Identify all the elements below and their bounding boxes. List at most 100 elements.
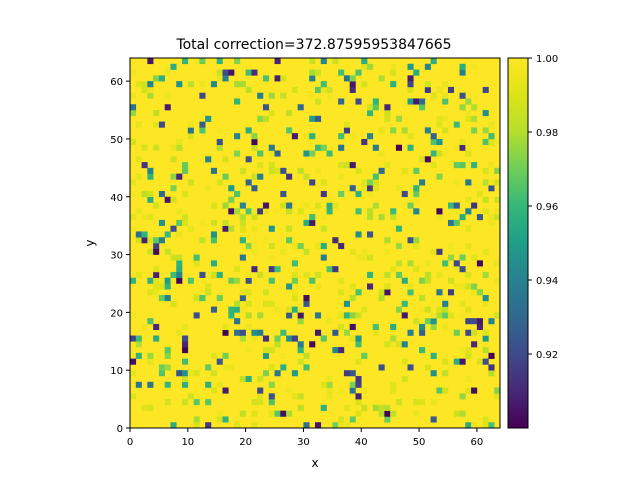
heatmap-cell <box>338 69 345 76</box>
heatmap-cell <box>147 92 154 99</box>
heatmap-cell <box>367 231 374 238</box>
heatmap-cell <box>465 243 472 250</box>
heatmap-cell <box>199 121 206 128</box>
heatmap-cell <box>182 190 189 198</box>
heatmap-cell <box>228 69 235 76</box>
heatmap-cell <box>309 133 316 140</box>
heatmap-cell <box>210 387 218 394</box>
heatmap-cell <box>222 75 229 82</box>
heatmap-cell <box>378 150 385 157</box>
heatmap-cell <box>419 277 426 284</box>
heatmap-cell <box>239 225 246 232</box>
heatmap-cell <box>286 312 293 319</box>
heatmap-cell <box>222 202 229 209</box>
heatmap-cell <box>158 283 165 290</box>
heatmap-cell <box>182 375 189 383</box>
heatmap-cell <box>130 69 137 76</box>
heatmap-cell <box>459 63 466 70</box>
heatmap-cell <box>251 243 258 250</box>
heatmap-cell <box>239 202 246 209</box>
heatmap-cell <box>494 179 501 186</box>
heatmap-cell <box>413 410 420 417</box>
heatmap-cell <box>130 138 137 146</box>
heatmap-cell <box>153 323 160 331</box>
heatmap-cell <box>430 416 437 423</box>
heatmap-cell <box>320 243 327 250</box>
heatmap-cell <box>459 254 466 261</box>
heatmap-cell <box>459 92 466 99</box>
heatmap-cell <box>257 399 264 406</box>
heatmap-cell <box>430 133 437 140</box>
heatmap-cell <box>309 179 316 186</box>
heatmap-cell <box>245 300 252 307</box>
heatmap-cell <box>436 387 443 394</box>
heatmap-cell <box>170 63 177 70</box>
heatmap-cell <box>153 237 160 244</box>
heatmap-cell <box>239 306 246 313</box>
heatmap-cell <box>286 237 293 244</box>
heatmap-cell <box>216 410 223 417</box>
heatmap-cell <box>424 81 431 88</box>
heatmap-cell <box>338 323 345 331</box>
heatmap-cell <box>234 190 241 198</box>
heatmap-cell <box>164 63 171 70</box>
heatmap-cell <box>459 144 466 151</box>
heatmap-cell <box>320 190 327 198</box>
heatmap-cell <box>239 335 246 342</box>
heatmap-cell <box>234 98 241 105</box>
heatmap-cell <box>216 69 223 76</box>
heatmap-cell <box>147 214 154 221</box>
heatmap-cell <box>309 92 316 99</box>
heatmap-cell <box>395 115 403 122</box>
heatmap-cell <box>407 98 414 105</box>
heatmap-cell <box>326 318 333 325</box>
heatmap-cell <box>390 266 397 273</box>
heatmap-cell <box>262 75 270 82</box>
heatmap-cell <box>390 323 397 331</box>
heatmap-cell <box>170 156 177 163</box>
heatmap-cell <box>442 306 449 313</box>
heatmap-cell <box>355 399 362 406</box>
heatmap-cell <box>309 219 316 226</box>
heatmap-cell <box>390 69 397 76</box>
heatmap-cell <box>274 150 281 157</box>
heatmap-cell <box>315 115 322 122</box>
heatmap-cell <box>367 179 374 186</box>
heatmap-cell <box>453 162 460 169</box>
heatmap-cell <box>488 185 495 192</box>
heatmap-cell <box>130 335 137 342</box>
y-tick-label: 10 <box>110 366 123 377</box>
heatmap-cell <box>291 260 298 267</box>
heatmap-cell <box>390 127 397 134</box>
x-axis-ticks: 0 10 20 30 40 50 60 <box>127 428 483 448</box>
heatmap-cell <box>274 410 281 417</box>
heatmap-cell <box>482 295 489 302</box>
heatmap-cell <box>251 214 258 221</box>
heatmap-cell <box>147 86 154 93</box>
heatmap-cell <box>424 277 431 284</box>
colorbar-ticks: 0.92 0.94 0.96 0.98 1.00 <box>528 54 558 361</box>
heatmap-cell <box>413 190 420 198</box>
heatmap-cell <box>361 179 368 186</box>
heatmap-cell <box>280 248 287 255</box>
heatmap-cell <box>216 295 223 302</box>
heatmap-cell <box>251 138 258 146</box>
heatmap-cell <box>170 254 177 261</box>
heatmap-cell <box>459 69 466 76</box>
heatmap-cell <box>349 185 356 192</box>
heatmap-cell <box>465 422 472 429</box>
heatmap-cell <box>303 150 310 157</box>
heatmap-cell <box>245 347 252 354</box>
heatmap-cell <box>436 312 443 319</box>
heatmap-cell <box>176 266 183 273</box>
heatmap-cell <box>413 98 420 105</box>
heatmap-cell <box>182 167 189 174</box>
heatmap-cell <box>158 219 165 226</box>
heatmap-cell <box>268 300 275 307</box>
heatmap-cell <box>303 300 310 307</box>
heatmap-cell <box>291 370 298 377</box>
heatmap-cell <box>390 410 397 417</box>
heatmap-cell <box>378 289 385 296</box>
heatmap-cell <box>320 404 327 411</box>
heatmap-cell <box>164 196 171 203</box>
